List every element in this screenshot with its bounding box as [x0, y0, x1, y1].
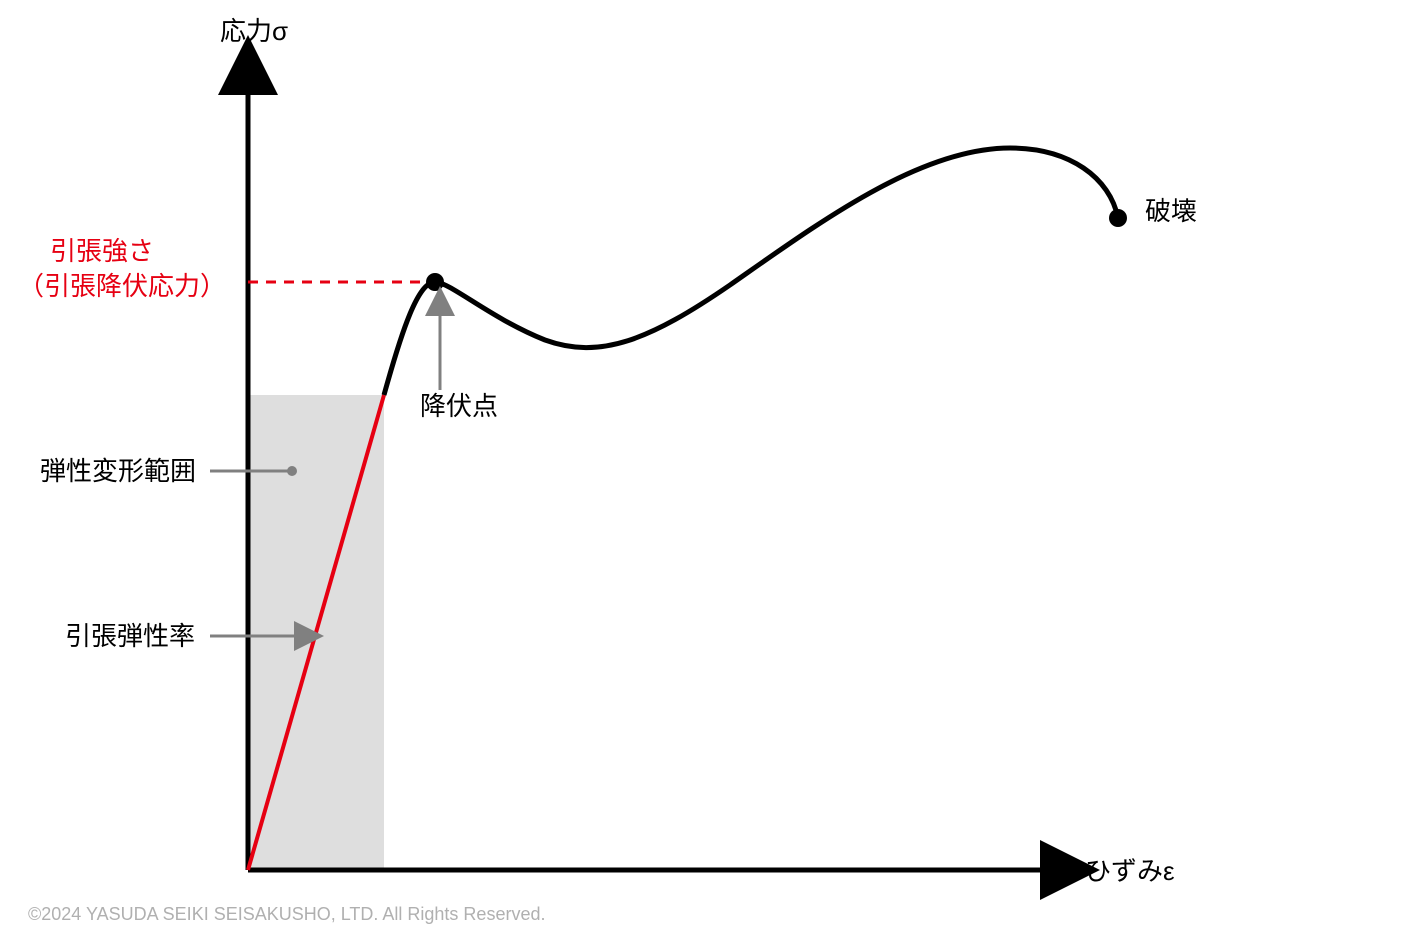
- tensile-strength-label-1: 引張強さ: [50, 236, 154, 266]
- stress-strain-diagram: 応力σ ひずみε 破壊 降伏点 引張強さ （引張降伏応力） 弾性変形範囲 引張弾…: [0, 0, 1401, 940]
- copyright-text: ©2024 YASUDA SEIKI SEISAKUSHO, LTD. All …: [28, 904, 545, 924]
- yield-point-label: 降伏点: [420, 391, 498, 421]
- x-axis-label: ひずみε: [1085, 856, 1175, 886]
- tensile-strength-label-2: （引張降伏応力）: [18, 271, 226, 301]
- fracture-label: 破壊: [1145, 196, 1197, 226]
- elastic-modulus-label: 引張弾性率: [65, 621, 195, 651]
- fracture-point-dot: [1109, 209, 1127, 227]
- stress-strain-curve: [384, 148, 1118, 395]
- elastic-range-arrow-dot: [287, 466, 297, 476]
- y-axis-label: 応力σ: [220, 16, 288, 46]
- elastic-range-label: 弾性変形範囲: [40, 456, 196, 486]
- yield-point-dot: [426, 273, 444, 291]
